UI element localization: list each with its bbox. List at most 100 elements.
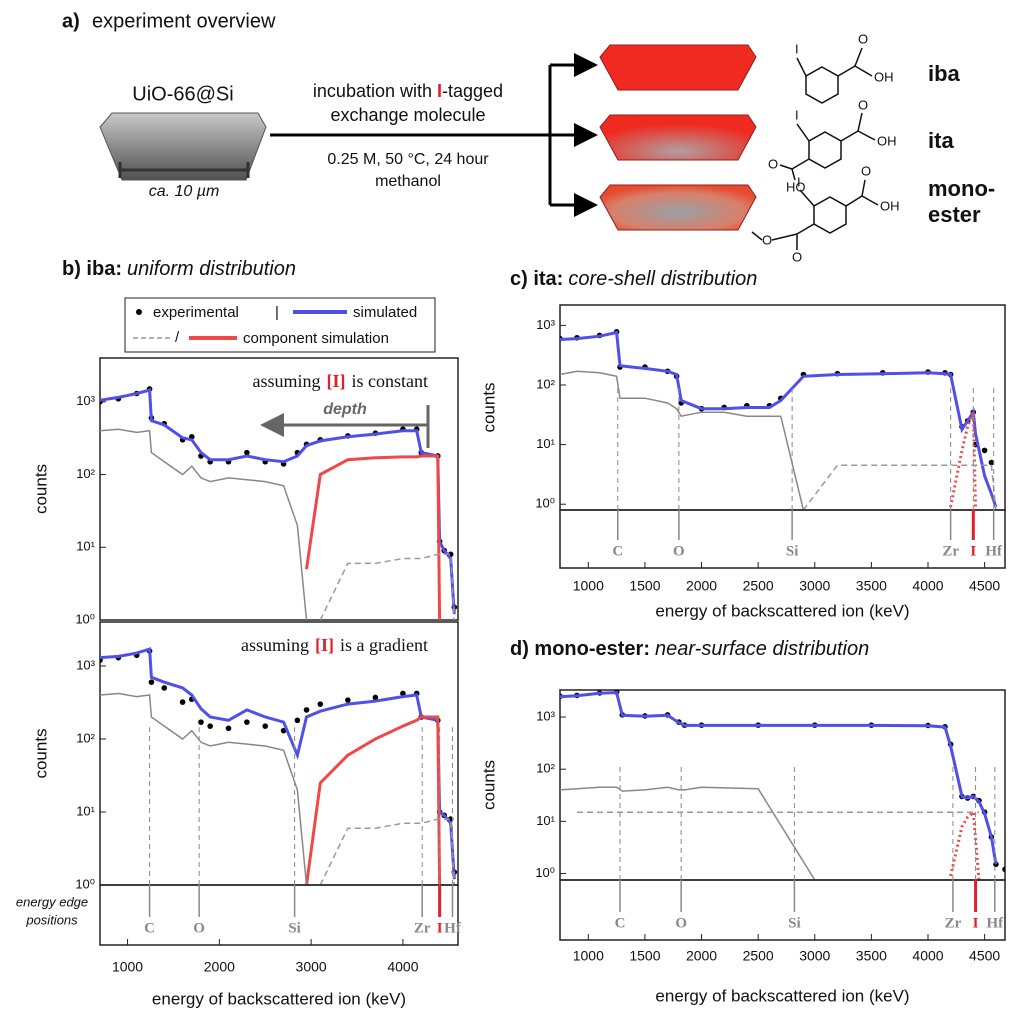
x-axis-title: energy of backscattered ion (keV): [152, 989, 406, 1008]
molecule-name: iba: [928, 61, 961, 86]
series-group: [560, 690, 1005, 880]
y-tick-label: 10²: [76, 730, 95, 745]
panel-title: c) ita: core-shell distribution: [510, 268, 757, 290]
molecules: [751, 47, 879, 250]
y-tick-label: 10¹: [76, 803, 95, 818]
edge-label: Si: [786, 543, 799, 559]
bond: [791, 158, 810, 170]
data-point: [148, 679, 155, 685]
conditions-text: 0.25 M, 50 °C, 24 hour: [327, 151, 489, 168]
annotation: assuming [I] is a gradient: [241, 635, 428, 655]
y-tick-label: 10¹: [536, 436, 555, 451]
atom: OH: [877, 133, 897, 148]
series-line: [100, 428, 308, 620]
data-point: [303, 707, 310, 713]
series-group: [560, 329, 998, 510]
plot-frame: [559, 689, 1006, 881]
data-point: [345, 697, 351, 703]
x-axis-title: energy of backscattered ion (keV): [655, 986, 909, 1005]
conditions-text: incubation with: [313, 81, 432, 101]
molecule-name: ita: [928, 128, 954, 153]
edge-label: Hf: [986, 915, 1004, 931]
annotation-part: assuming: [241, 635, 309, 655]
panel-subtitle: near-surface distribution: [655, 638, 869, 660]
y-tick-label: 10³: [76, 393, 95, 408]
data-point: [294, 717, 301, 724]
conditions-text: -tagged: [442, 81, 503, 101]
series-group: [100, 647, 458, 885]
atom: HO: [786, 179, 806, 194]
edge-label: C: [144, 920, 155, 936]
data-point: [179, 699, 186, 705]
molecule-name: ester: [928, 202, 981, 227]
x-tick-label: 2000: [686, 948, 717, 964]
bond: [771, 233, 798, 241]
bond: [845, 195, 863, 207]
legend-label: component simulation: [243, 330, 389, 347]
data-point: [372, 694, 379, 701]
annotation-part: [I]: [315, 635, 334, 655]
series-line: [305, 715, 442, 885]
atom: O: [858, 97, 868, 112]
x-tick-label: 3500: [856, 948, 887, 964]
bond: [751, 231, 763, 241]
y-tick-label: 10³: [536, 708, 555, 723]
conditions-iodine: I: [437, 81, 442, 101]
edge-label: Si: [288, 920, 301, 936]
data-point: [244, 449, 250, 456]
ring: [813, 196, 847, 234]
series-line: [305, 454, 442, 620]
legend-separator: /: [175, 329, 180, 346]
annotation: assuming [I] is constant: [252, 371, 428, 391]
x-tick-label: 4000: [387, 959, 418, 975]
y-tick-label: 10¹: [76, 539, 95, 554]
x-tick-label: 2500: [743, 578, 774, 594]
x-tick-label: 3000: [799, 948, 830, 964]
panel-label: d) mono-ester:: [510, 638, 650, 660]
scale-label: ca. 10 µm: [149, 183, 220, 200]
legend-label: simulated: [353, 304, 417, 321]
edge-label: C: [615, 915, 626, 931]
edge-label: I: [437, 920, 443, 936]
depth-label: depth: [323, 401, 367, 418]
edge-strip: [559, 879, 1006, 941]
x-tick-label: 4500: [969, 948, 1000, 964]
bond: [854, 65, 873, 77]
atom: OH: [880, 198, 900, 213]
atom-labels: I O OH I O OH O HO I O OH O O: [762, 31, 900, 264]
bond: [854, 47, 863, 67]
annotation-part: assuming: [252, 371, 320, 391]
bond: [861, 179, 866, 197]
bond: [837, 65, 856, 77]
molecule-name: mono-: [928, 176, 995, 201]
panel-title: d) mono-ester: near-surface distribution: [510, 638, 869, 660]
atom: O: [861, 163, 871, 178]
y-tick-label: 10⁰: [535, 865, 555, 880]
y-tick-label: 10⁰: [535, 496, 555, 511]
bond: [791, 168, 796, 181]
x-tick-label: 1500: [629, 948, 660, 964]
annotation-part: is constant: [352, 371, 429, 391]
bond: [779, 164, 793, 170]
atom: O: [858, 31, 868, 46]
x-tick-label: 2000: [686, 578, 717, 594]
conditions: incubation with I-tagged: [313, 81, 503, 101]
series-line: [319, 818, 456, 885]
plot-frame: [99, 621, 459, 886]
molecule-names: iba ita mono- ester: [928, 61, 995, 227]
edge-label: Zr: [945, 915, 962, 931]
panel-title: experiment overview: [92, 10, 276, 32]
series-line: [100, 647, 456, 880]
data-point: [1002, 866, 1005, 873]
edge-label: Hf: [985, 543, 1003, 559]
x-tick-label: 1500: [629, 578, 660, 594]
data-point: [161, 685, 168, 691]
edge-label: O: [193, 920, 205, 936]
y-axis-title: counts: [479, 760, 498, 810]
conditions-text: methanol: [375, 173, 441, 190]
atom: I: [795, 41, 799, 56]
bond: [799, 189, 815, 207]
legend-label: experimental: [153, 304, 239, 321]
bond: [796, 223, 815, 235]
atom: O: [792, 249, 802, 264]
